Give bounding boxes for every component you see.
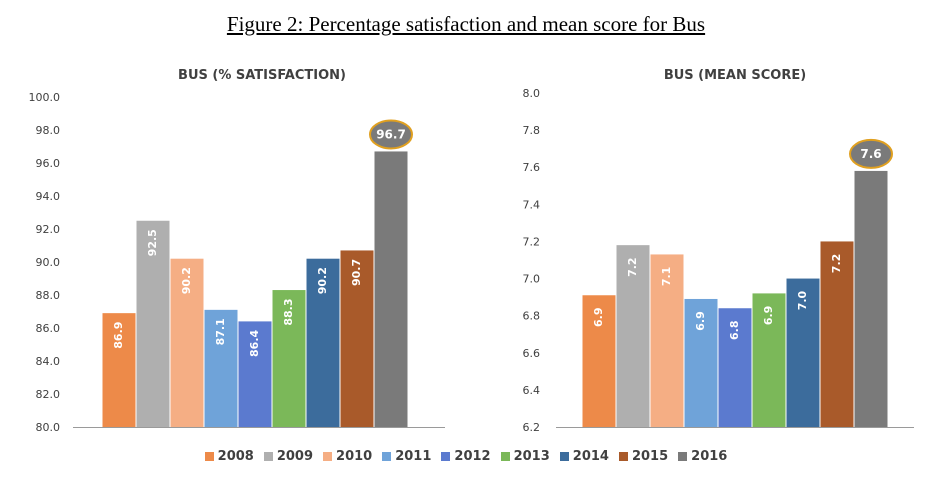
legend-swatch <box>441 452 451 461</box>
legend-label: 2010 <box>336 449 373 464</box>
y-tick-label: 8.0 <box>523 87 541 100</box>
bar-2008 <box>582 295 616 427</box>
legend-item-2016: 2016 <box>678 449 727 464</box>
legend-item-2014: 2014 <box>559 449 609 464</box>
data-label: 86.9 <box>112 322 125 349</box>
y-tick-label: 6.8 <box>523 310 541 323</box>
data-label: 90.2 <box>316 267 329 294</box>
legend-swatch <box>618 452 628 461</box>
data-label: 96.7 <box>376 127 406 141</box>
legend-swatch <box>382 452 392 461</box>
legend-label: 2014 <box>572 449 609 464</box>
data-label: 6.9 <box>694 311 707 331</box>
data-label: 6.9 <box>592 308 605 328</box>
bar-2011 <box>684 298 718 427</box>
legend-label: 2013 <box>513 449 550 464</box>
data-label: 90.7 <box>350 259 363 286</box>
legend-item-2008: 2008 <box>204 449 254 464</box>
chart-title: BUS (% SATISFACTION) <box>178 68 346 83</box>
data-label: 6.8 <box>728 320 741 340</box>
chart-bus-satisfaction: BUS (% SATISFACTION) 80.0 82.0 84.0 86.0 88.0… <box>29 68 445 434</box>
data-label: 92.5 <box>146 229 159 256</box>
y-tick-label: 82.0 <box>36 388 61 401</box>
legend-label: 2009 <box>276 449 314 464</box>
data-label: 7.6 <box>860 147 881 161</box>
bar-2014 <box>786 278 820 427</box>
data-label: 7.2 <box>626 257 639 277</box>
legend-label: 2016 <box>691 449 728 464</box>
y-tick-label: 7.6 <box>523 161 541 174</box>
bar-2008 <box>102 313 136 427</box>
data-label: 7.0 <box>796 290 809 310</box>
chart-bus-mean-score: BUS (MEAN SCORE) 6.2 6.4 6.6 6.8 7.0 7.2 7.4 7.6… <box>523 68 914 434</box>
y-tick-label: 7.2 <box>523 235 541 248</box>
y-tick-label: 6.4 <box>523 384 541 397</box>
legend-item-2013: 2013 <box>500 449 550 464</box>
bar-2013 <box>752 293 786 427</box>
y-tick-label: 80.0 <box>36 421 61 434</box>
bar-2015 <box>340 250 374 427</box>
bar-2014 <box>306 258 340 427</box>
y-tick-label: 94.0 <box>36 190 61 203</box>
bar-2012 <box>238 321 272 427</box>
data-label: 90.2 <box>180 267 193 294</box>
data-label: 86.4 <box>248 329 261 356</box>
bar-2010 <box>170 258 204 427</box>
y-tick-label: 90.0 <box>36 256 61 269</box>
legend-item-2011: 2011 <box>382 449 431 464</box>
legend-label: 2008 <box>217 449 254 464</box>
data-label: 88.3 <box>282 298 295 325</box>
bar-2016 <box>374 151 408 427</box>
legend-item-2009: 2009 <box>263 449 314 464</box>
bar-2013 <box>272 290 306 427</box>
legend-label: 2011 <box>395 449 432 464</box>
y-tick-label: 7.4 <box>523 198 541 211</box>
bar-2015 <box>820 241 854 427</box>
legend-label: 2012 <box>454 449 491 464</box>
legend-swatch <box>559 452 569 461</box>
bar-2010 <box>650 254 684 427</box>
y-tick-label: 7.0 <box>523 273 541 286</box>
chart-title: BUS (MEAN SCORE) <box>664 68 806 83</box>
bar-2009 <box>616 245 650 427</box>
data-label: 7.1 <box>660 267 673 287</box>
y-tick-label: 100.0 <box>29 91 61 104</box>
legend-swatch <box>500 452 510 461</box>
highlight-callout <box>849 138 893 169</box>
data-label: 7.2 <box>830 254 843 274</box>
legend-item-2015: 2015 <box>618 449 669 464</box>
y-tick-label: 6.6 <box>523 347 541 360</box>
legend-label: 2015 <box>631 449 669 464</box>
y-tick-label: 92.0 <box>36 223 61 236</box>
legend-swatch <box>323 452 333 461</box>
y-tick-label: 84.0 <box>36 355 61 368</box>
bar-2011 <box>204 309 238 427</box>
legend-item-2012: 2012 <box>441 449 491 464</box>
legend: 2008 2009 2010 2011 2012 2013 2014 2015 2016 <box>0 449 932 464</box>
bar-2009 <box>136 220 170 427</box>
legend-swatch <box>263 452 273 461</box>
y-tick-label: 98.0 <box>36 124 61 137</box>
bar-2016 <box>854 170 888 427</box>
figure-title: Figure 2: Percentage satisfaction and me… <box>226 12 706 36</box>
legend-item-2010: 2010 <box>323 449 372 464</box>
data-label: 87.1 <box>214 318 227 345</box>
y-tick-label: 88.0 <box>36 289 61 302</box>
data-label: 6.9 <box>762 306 775 326</box>
legend-swatch <box>678 452 688 461</box>
y-tick-label: 86.0 <box>36 322 61 335</box>
highlight-callout <box>369 119 413 150</box>
y-tick-label: 7.8 <box>523 124 541 137</box>
legend-swatch <box>204 452 214 461</box>
y-tick-label: 96.0 <box>36 157 61 170</box>
y-tick-label: 6.2 <box>523 421 541 434</box>
bar-2012 <box>718 308 752 427</box>
